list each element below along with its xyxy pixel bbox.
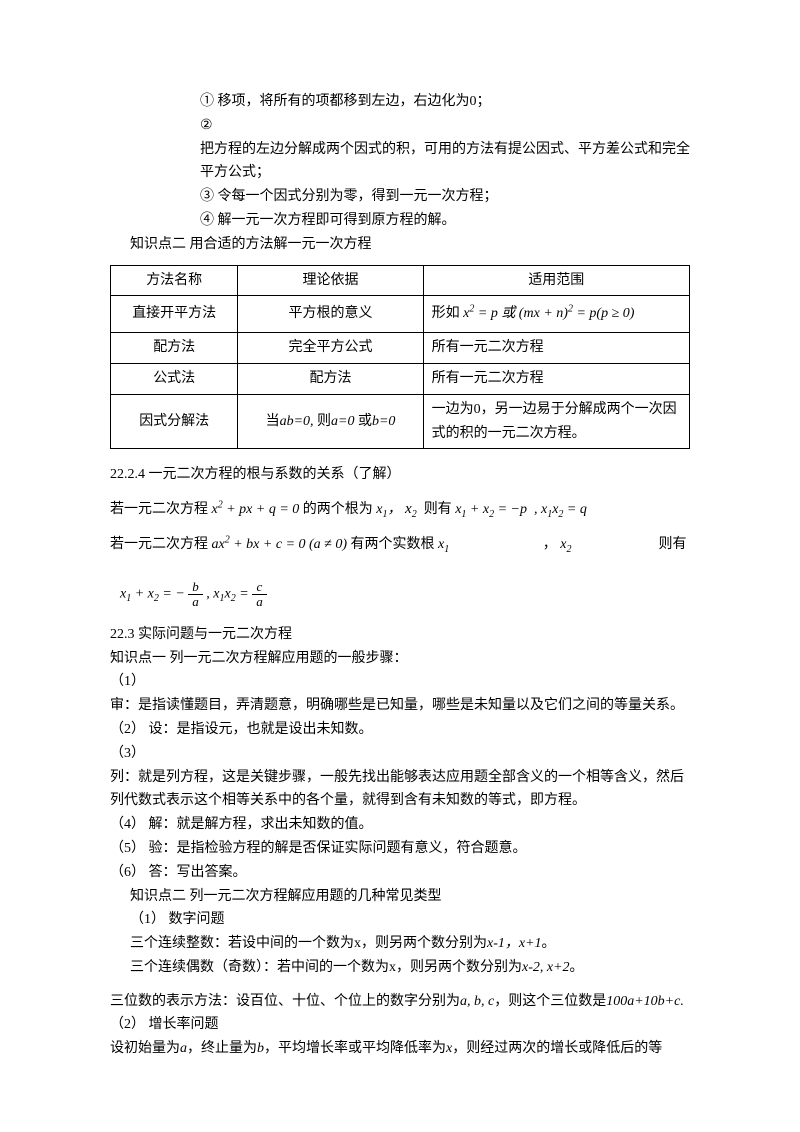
cell-basis: 当ab=0, 则a=0 或b=0	[238, 394, 423, 449]
th-scope: 适用范围	[423, 265, 689, 296]
txt: 三位数的表示方法：设百位、十位、个位上的数字分别为	[110, 994, 460, 1009]
root2: x2	[405, 501, 417, 517]
math: x-1，x+1	[487, 936, 542, 951]
txt: ，则经过两次的增长或降低后的等	[452, 1041, 662, 1056]
type-1: （1） 数字问题	[110, 908, 690, 932]
math: x-2, x+2	[522, 960, 570, 975]
cell-basis: 完全平方公式	[238, 333, 423, 364]
cell-scope-math: x2 = p 或 (mx + n)2 = p(p ≥ 0)	[463, 306, 634, 321]
type-2a: 设初始量为a，终止量为b，平均增长率或平均降低率为x，则经过两次的增长或降低后的…	[110, 1037, 690, 1061]
cell-scope: 形如 x2 = p 或 (mx + n)2 = p(p ≥ 0)	[423, 296, 689, 333]
eq: x2 + px + q = 0	[212, 502, 300, 517]
math: 100a+10b+c	[606, 994, 680, 1009]
type-2: （2） 增长率问题	[110, 1013, 690, 1037]
txt: 设初始量为	[110, 1041, 180, 1056]
txt: 当	[266, 414, 280, 429]
sec-223-title: 22.3 实际问题与一元二次方程	[110, 623, 690, 647]
txt: 则有	[424, 502, 456, 517]
cell-scope: 所有一元二次方程	[423, 333, 689, 364]
txt: 则	[317, 414, 331, 429]
txt: 。	[542, 936, 556, 951]
txt: 有两个实数根	[351, 537, 439, 552]
step-text: 列：就是列方程，这是关键步骤，一般先找出能够表达应用题全部含义的一个相等含义，然…	[110, 766, 690, 814]
kp2: 知识点二 列一元二次方程解应用题的几种常见类型	[110, 885, 690, 909]
txt: 则有	[658, 537, 686, 552]
type-1c: 三位数的表示方法：设百位、十位、个位上的数字分别为a, b, c，则这个三位数是…	[110, 990, 690, 1014]
step-3: ③ 令每一个因式分别为零，得到一元一次方程；	[110, 185, 690, 209]
step-2-text: 把方程的左边分解成两个因式的积，可用的方法有提公因式、平方差公式和完全平方公式；	[110, 138, 690, 186]
math: b=0	[372, 414, 395, 429]
step-1: ① 移项，将所有的项都移到左边，右边化为0；	[110, 90, 690, 114]
cell-method: 公式法	[111, 363, 238, 394]
txt: 三个连续整数：若设中间的一个数为x，则另两个数分别为	[130, 936, 487, 951]
kp1: 知识点一 列一元二次方程解应用题的一般步骤：	[110, 647, 690, 671]
methods-table: 方法名称 理论依据 适用范围 直接开平方法 平方根的意义 形如 x2 = p 或…	[110, 265, 690, 450]
cell-basis: 平方根的意义	[238, 296, 423, 333]
sec-224-title: 22.2.4 一元二次方程的根与系数的关系（了解）	[110, 463, 690, 487]
th-basis: 理论依据	[238, 265, 423, 296]
type-1a: 三个连续整数：若设中间的一个数为x，则另两个数分别为x-1，x+1。	[110, 932, 690, 956]
vieta-line-1: 若一元二次方程 x2 + px + q = 0 的两个根为 x1， x2 则有 …	[110, 497, 690, 523]
cell-method: 配方法	[111, 333, 238, 364]
math: b	[257, 1041, 264, 1056]
vieta-general-formula: x1 + x2 = − ba , x1x2 = ca	[110, 580, 690, 608]
table-row: 公式法 配方法 所有一元二次方程	[111, 363, 690, 394]
vieta-line-2: 若一元二次方程 ax2 + bx + c = 0 (a ≠ 0) 有两个实数根 …	[110, 533, 690, 557]
txt: 三个连续偶数（奇数）：若中间的一个数为x，则另两个数分别为	[130, 960, 522, 975]
root1: x1	[438, 537, 449, 552]
root2: x2	[560, 537, 571, 552]
math: a=0	[331, 414, 358, 429]
math: a, b, c	[460, 994, 494, 1009]
table-row: 直接开平方法 平方根的意义 形如 x2 = p 或 (mx + n)2 = p(…	[111, 296, 690, 333]
step-2: （2） 设：是指设元，也就是设出未知数。	[110, 718, 690, 742]
cell-scope: 一边为0，另一边易于分解成两个一次因式的积的一元二次方程。	[423, 394, 689, 449]
eq: ax2 + bx + c = 0 (a ≠ 0)	[212, 537, 348, 552]
step-num: （1）	[110, 670, 690, 694]
txt: ，则这个三位数是	[494, 994, 606, 1009]
step-2-num: ②	[110, 114, 690, 138]
txt: 。	[570, 960, 584, 975]
type-1b: 三个连续偶数（奇数）：若中间的一个数为x，则另两个数分别为x-2, x+2。	[110, 956, 690, 980]
cell-scope-prefix: 形如	[432, 306, 464, 321]
txt: 或	[358, 414, 372, 429]
math: ab=0,	[280, 414, 317, 429]
txt: 若一元二次方程	[110, 537, 212, 552]
step-4: ④ 解一元一次方程即可得到原方程的解。	[110, 209, 690, 233]
root1: x1，	[376, 502, 401, 517]
txt: ，终止量为	[187, 1041, 257, 1056]
table-row: 配方法 完全平方公式 所有一元二次方程	[111, 333, 690, 364]
table-header-row: 方法名称 理论依据 适用范围	[111, 265, 690, 296]
cell-scope: 所有一元二次方程	[423, 363, 689, 394]
knowledge-point-2: 知识点二 用合适的方法解一元一次方程	[110, 233, 690, 257]
step-num: （3）	[110, 742, 690, 766]
frac-b-a: ba	[188, 580, 203, 608]
th-method: 方法名称	[111, 265, 238, 296]
cell-method: 直接开平方法	[111, 296, 238, 333]
cell-method: 因式分解法	[111, 394, 238, 449]
step-4: （4） 解：就是解方程，求出未知数的值。	[110, 813, 690, 837]
step-text: 审：是指读懂题目，弄清题意，明确哪些是已知量，哪些是未知量以及它们之间的等量关系…	[110, 694, 690, 718]
txt: 的两个根为	[303, 502, 377, 517]
txt: .	[680, 994, 684, 1009]
vieta-sum: x1 + x2 = −p , x1x2 = q	[455, 502, 587, 517]
frac-c-a: ca	[252, 580, 267, 608]
cell-basis: 配方法	[238, 363, 423, 394]
txt: 若一元二次方程	[110, 502, 212, 517]
document-page: ① 移项，将所有的项都移到左边，右边化为0； ② 把方程的左边分解成两个因式的积…	[0, 0, 800, 1132]
table-row: 因式分解法 当ab=0, 则a=0 或b=0 一边为0，另一边易于分解成两个一次…	[111, 394, 690, 449]
txt: ，平均增长率或平均降低率为	[264, 1041, 446, 1056]
step-5: （5） 验：是指检验方程的解是否保证实际问题有意义，符合题意。	[110, 837, 690, 861]
step-6: （6） 答：写出答案。	[110, 861, 690, 885]
math: a	[180, 1041, 187, 1056]
